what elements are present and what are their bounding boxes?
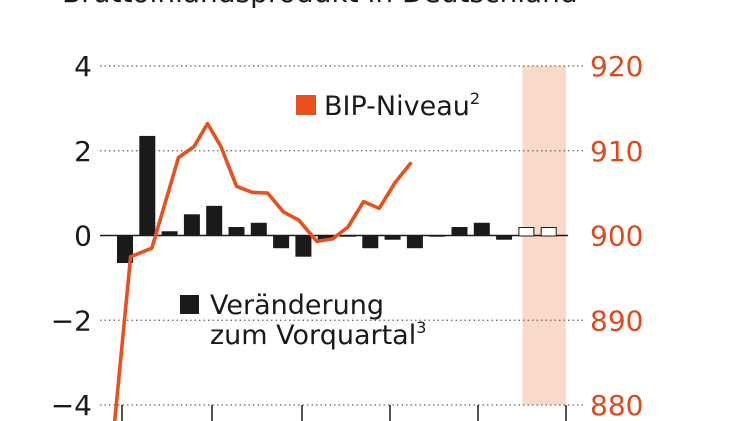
bar xyxy=(183,214,200,236)
legend-bar-sup: 3 xyxy=(416,318,426,337)
bar xyxy=(429,235,446,237)
bar xyxy=(496,235,513,240)
bar xyxy=(273,235,290,249)
chart-title: Bruttoinlandsprodukt in Deutschland xyxy=(62,0,578,9)
left-tick-label: −2 xyxy=(51,304,92,337)
right-tick-label: 880 xyxy=(590,389,643,421)
bar xyxy=(228,227,245,236)
legend-line-text: BIP-Niveau xyxy=(324,91,470,122)
bar xyxy=(139,135,156,236)
right-tick-label: 890 xyxy=(590,304,643,337)
left-tick-label: 2 xyxy=(74,135,92,168)
legend-bar-swatch xyxy=(180,295,199,314)
legend-layer: BIP-Niveau2 Veränderung zum Vorquartal3 xyxy=(180,89,480,351)
legend-line-sup: 2 xyxy=(470,89,480,108)
bar xyxy=(406,235,423,249)
legend-bar-label-line1: Veränderung xyxy=(210,290,384,321)
bar xyxy=(250,222,267,236)
bar xyxy=(473,222,490,236)
bar xyxy=(295,235,312,257)
bar xyxy=(340,235,356,237)
bar xyxy=(206,205,223,236)
bar xyxy=(384,235,401,240)
left-tick-label: 4 xyxy=(74,50,92,83)
bar-forecast xyxy=(518,227,535,237)
bar-forecast xyxy=(540,227,557,237)
bar-layer xyxy=(117,135,557,264)
left-tick-label: 0 xyxy=(74,220,92,253)
axis-layer: 4 2 0 −2 −4 920 910 900 890 880 xyxy=(51,50,643,421)
gdp-level-line xyxy=(112,121,413,421)
legend-bar-text: zum Vorquartal xyxy=(210,320,416,351)
bar xyxy=(362,235,379,249)
legend-line-label: BIP-Niveau2 xyxy=(324,89,480,122)
left-tick-label: −4 xyxy=(51,389,92,421)
line-layer xyxy=(112,121,413,421)
legend-bar-label-line2: zum Vorquartal3 xyxy=(210,318,426,351)
right-tick-label: 910 xyxy=(590,135,643,168)
legend-line-swatch xyxy=(296,95,316,115)
right-tick-label: 920 xyxy=(590,50,643,83)
bar xyxy=(451,227,468,236)
bar xyxy=(161,231,178,236)
bar xyxy=(317,235,334,240)
right-tick-label: 900 xyxy=(590,220,643,253)
